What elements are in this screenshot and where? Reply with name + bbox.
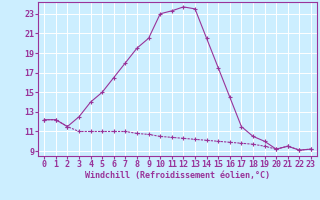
X-axis label: Windchill (Refroidissement éolien,°C): Windchill (Refroidissement éolien,°C) (85, 171, 270, 180)
